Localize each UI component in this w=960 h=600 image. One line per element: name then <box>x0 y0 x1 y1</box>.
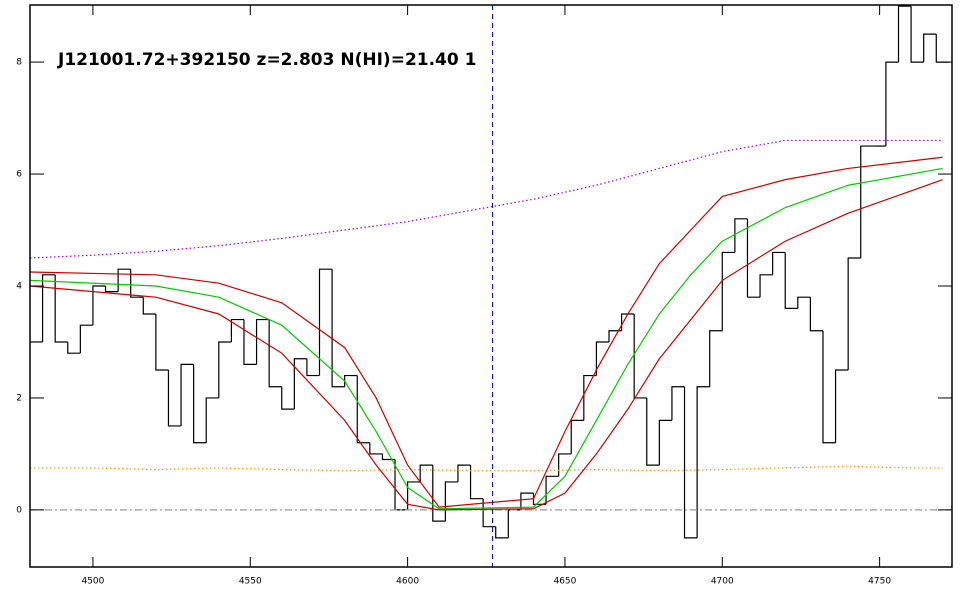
flux-step <box>142 297 156 315</box>
x-tick-label: 4600 <box>396 577 419 587</box>
flux-step <box>797 296 811 309</box>
flux-step <box>847 257 861 370</box>
flux-step <box>822 330 836 444</box>
flux-step <box>155 313 169 371</box>
flux-step <box>356 375 370 444</box>
flux-step <box>407 481 421 510</box>
flux-step <box>885 61 899 147</box>
flux-step <box>92 285 106 326</box>
flux-step <box>834 369 849 443</box>
flux-step <box>734 218 748 253</box>
flux-step <box>268 319 282 388</box>
flux-step <box>897 5 912 63</box>
flux-step <box>444 481 458 522</box>
flux-step <box>923 33 937 63</box>
x-tick-label: 4500 <box>81 577 104 587</box>
x-tick-label: 4650 <box>553 577 576 587</box>
y-tick-label: 0 <box>16 505 22 515</box>
flux-step <box>381 453 396 461</box>
x-tick-label: 4550 <box>239 577 262 587</box>
plot-area <box>30 5 952 567</box>
flux-step <box>709 330 723 387</box>
flux-step <box>218 341 232 398</box>
x-tick-label: 4750 <box>868 577 891 587</box>
series-line <box>30 465 943 472</box>
flux-step <box>457 464 471 482</box>
series-line <box>30 139 943 259</box>
flux-step <box>293 358 307 410</box>
flux-step <box>67 341 81 354</box>
flux-step <box>507 509 521 538</box>
flux-step <box>41 274 56 342</box>
y-tick-label: 8 <box>16 58 22 68</box>
series-line <box>30 156 943 508</box>
flux-step <box>633 313 647 399</box>
flux-step <box>558 453 572 477</box>
flux-step <box>935 34 949 63</box>
flux-step <box>331 269 345 388</box>
flux-step <box>608 330 622 342</box>
flux-step <box>495 526 509 539</box>
x-tick-label: 4700 <box>711 577 734 587</box>
flux-step <box>746 218 761 298</box>
flux-step <box>432 465 446 522</box>
flux-step <box>759 274 773 298</box>
flux-step <box>167 369 182 427</box>
flux-step <box>130 269 144 298</box>
flux-step <box>205 397 219 443</box>
flux-step <box>306 358 320 377</box>
y-tick-label: 6 <box>16 170 22 180</box>
flux-step <box>658 419 672 466</box>
flux-step <box>772 251 786 275</box>
flux-step <box>809 297 823 332</box>
flux-step <box>281 386 295 410</box>
flux-step <box>104 286 119 293</box>
series-line <box>30 179 943 511</box>
flux-step <box>583 374 597 421</box>
flux-step <box>721 251 735 331</box>
flux-step <box>784 252 798 309</box>
flux-step <box>117 268 131 292</box>
flux-step <box>545 475 559 505</box>
flux-step <box>570 419 584 454</box>
axes-frame <box>29 4 953 568</box>
flux-step <box>860 145 874 259</box>
flux-step <box>369 442 383 455</box>
flux-step <box>520 492 534 510</box>
flux-step <box>79 324 93 354</box>
flux-step <box>243 319 257 365</box>
flux-step <box>318 268 333 376</box>
flux-step <box>469 465 484 500</box>
flux-step <box>230 318 244 342</box>
chart-title: J121001.72+392150 z=2.803 N(HI)=21.40 1 <box>57 50 476 70</box>
flux-step <box>255 318 270 365</box>
flux-step <box>646 397 660 466</box>
flux-step <box>683 386 698 539</box>
flux-step <box>671 386 685 421</box>
flux-step <box>344 374 358 387</box>
flux-step <box>910 6 924 63</box>
flux-step <box>193 364 207 444</box>
flux-step <box>696 386 710 538</box>
flux-step <box>180 363 194 426</box>
series-line <box>30 167 943 510</box>
flux-step <box>54 274 68 343</box>
y-tick-label: 4 <box>16 282 22 292</box>
flux-step <box>595 341 610 376</box>
y-tick-label: 2 <box>16 393 22 403</box>
flux-step <box>419 464 433 482</box>
